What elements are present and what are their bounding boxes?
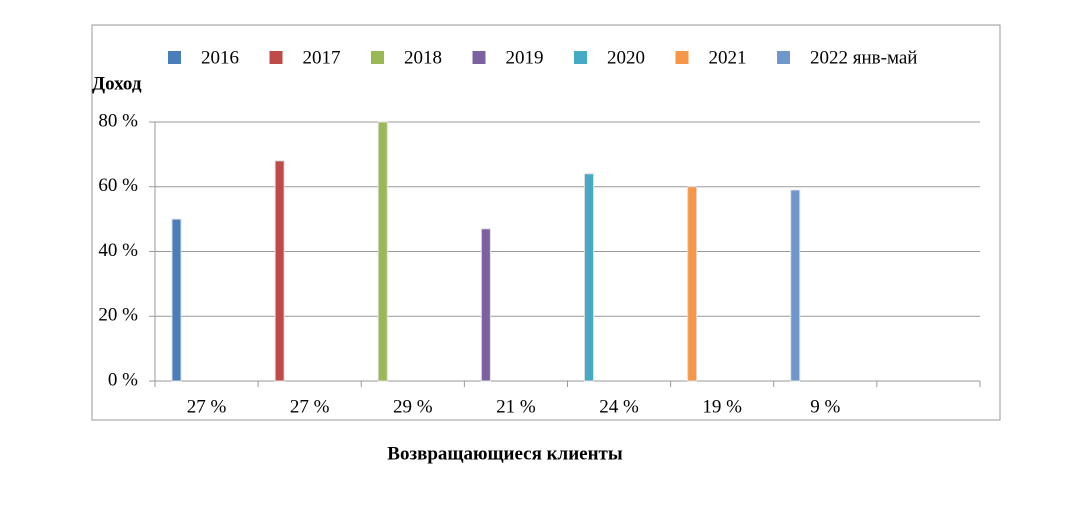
bar [480, 228, 491, 382]
y-axis-label: Доход [92, 73, 142, 94]
y-tick-label: 0 % [108, 369, 138, 390]
x-tick-label: 19 % [702, 396, 742, 417]
x-tick-label: 21 % [496, 396, 536, 417]
bar [687, 186, 698, 382]
x-tick-label: 24 % [599, 396, 639, 417]
legend-label: 2019 [506, 47, 544, 68]
bar [790, 189, 801, 382]
y-tick-label: 80 % [98, 110, 138, 131]
x-tick-label: 29 % [393, 396, 433, 417]
legend-label: 2021 [709, 47, 747, 68]
legend-swatch [472, 51, 486, 64]
bar [584, 173, 594, 382]
legend-swatch [371, 51, 384, 64]
y-tick-label: 60 % [98, 175, 138, 196]
legend-label: 2022 янв-май [810, 47, 917, 68]
chart-frame [91, 24, 1001, 421]
legend-swatch [777, 51, 790, 64]
x-tick-label: 9 % [810, 396, 840, 417]
bar [274, 160, 285, 382]
x-tick-label: 27 % [187, 396, 227, 417]
legend-label: 2016 [201, 47, 239, 68]
legend-label: 2018 [404, 47, 442, 68]
x-tick-label: 27 % [290, 396, 330, 417]
legend-swatch [574, 51, 587, 64]
bar [171, 218, 182, 382]
legend-label: 2017 [303, 47, 341, 68]
legend-swatch [168, 51, 181, 64]
y-tick-label: 40 % [98, 240, 138, 261]
legend-swatch [675, 51, 689, 64]
y-tick-label: 20 % [98, 305, 138, 326]
legend-label: 2020 [607, 47, 645, 68]
x-axis-label: Возвращающиеся клиенты [387, 443, 623, 464]
legend-swatch [269, 51, 283, 64]
bar [377, 121, 388, 382]
